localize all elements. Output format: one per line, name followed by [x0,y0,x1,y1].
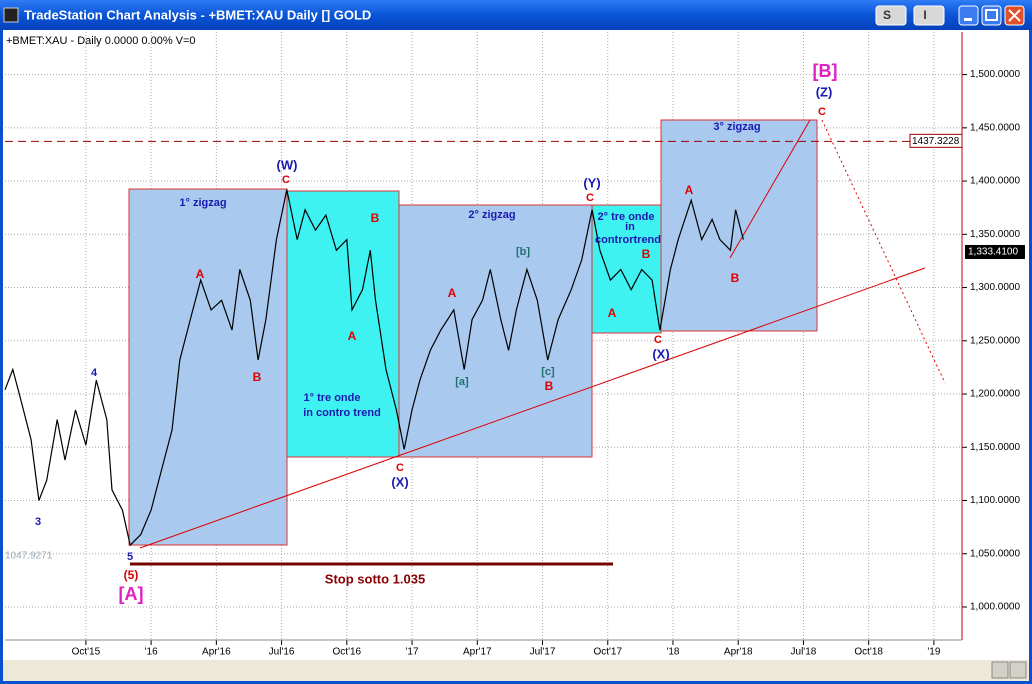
wave-label: C [282,174,290,186]
wave-label: 1° zigzag [179,197,226,209]
wave-label: B [371,211,380,225]
wave-label: [B] [813,61,838,81]
app-icon [3,7,19,23]
wave-label: B [642,247,651,261]
wave-label: B [545,379,554,393]
projection-line [821,119,946,384]
wave-label: C [818,106,826,118]
x-tick-label: Apr'17 [463,647,492,658]
minimize-button[interactable] [958,5,979,26]
wave-label: A [348,329,357,343]
x-tick-label: Jul'16 [269,647,295,658]
wave-label: B [253,370,262,384]
wave-label: B [731,271,740,285]
trend-line [729,119,811,259]
maximize-icon [985,9,998,21]
resistance-label: 1437.3228 [912,136,960,147]
y-tick-label: 1,450.0000 [970,122,1020,133]
x-tick-label: '18 [666,647,679,658]
wave-label: (X) [652,346,669,361]
y-tick-label: 1,300.0000 [970,282,1020,293]
resistance-label-box [909,133,963,148]
title-bar [0,0,1032,30]
wave-label: 3 [35,516,41,528]
wave-label: 3° zigzag [713,121,760,133]
y-tick-label: 1,050.0000 [970,548,1020,559]
wave-box [591,204,662,334]
trend-line [139,267,926,549]
wave-label: A [448,286,457,300]
scroll-button[interactable] [991,661,1009,679]
maximize-button[interactable] [981,5,1002,26]
wave-box [398,204,593,458]
wave-label: 1° tre onde [304,392,361,404]
wave-label: A [608,306,617,320]
y-tick-label: 1,400.0000 [970,176,1020,187]
x-tick-label: Oct'18 [854,647,883,658]
x-tick-label: '17 [406,647,419,658]
wave-label: (Y) [583,175,600,190]
scroll-button[interactable] [1009,661,1027,679]
x-tick-label: Apr'16 [202,647,231,658]
y-tick-label: 1,500.0000 [970,69,1020,80]
wave-label: [b] [516,246,530,258]
y-tick-label: 1,350.0000 [970,229,1020,240]
window-title: TradeStation Chart Analysis - +BMET:XAU … [24,7,371,22]
low-level-label: 1047.9271 [5,551,53,562]
wave-box [660,119,818,332]
wave-label: [a] [455,376,469,388]
price-line [4,189,744,547]
y-tick-label: 1,100.0000 [970,495,1020,506]
x-tick-label: Oct'15 [72,647,101,658]
wave-box [286,190,400,458]
y-tick-label: 1,200.0000 [970,389,1020,400]
wave-label: (5) [124,568,139,582]
close-icon [1008,9,1021,22]
wave-label: Stop sotto 1.035 [325,571,425,586]
last-price-label: 1,333.4100 [968,247,1018,258]
last-price-box [965,244,1025,259]
x-tick-label: '19 [927,647,940,658]
i-button[interactable] [913,5,945,26]
y-tick-label: 1,250.0000 [970,335,1020,346]
i-button-label[interactable]: I [923,8,926,22]
wave-label: C [396,462,404,474]
wave-label: [A] [119,584,144,604]
wave-label: in contro trend [303,407,381,419]
x-tick-label: Jul'18 [791,647,817,658]
x-tick-label: '16 [145,647,158,658]
wave-label: 2° tre onde [598,211,655,223]
x-tick-label: Oct'17 [593,647,622,658]
scrollbar[interactable] [3,660,1029,681]
s-button[interactable] [875,5,907,26]
wave-label: (Z) [816,84,833,99]
x-tick-label: Apr'18 [724,647,753,658]
wave-label: 4 [91,367,98,379]
wave-label: 5 [127,551,133,563]
s-button-label[interactable]: S [883,8,891,22]
wave-label: C [654,334,662,346]
wave-label: in [625,221,635,233]
wave-label: [c] [541,366,555,378]
wave-label: contrortrend [595,234,661,246]
wave-label: A [685,183,694,197]
y-tick-label: 1,000.0000 [970,602,1020,613]
x-tick-label: Jul'17 [530,647,556,658]
wave-label: (W) [277,157,298,172]
chart-header: +BMET:XAU - Daily 0.0000 0.00% V=0 [6,35,196,47]
y-tick-label: 1,150.0000 [970,442,1020,453]
wave-box [128,188,288,546]
wave-label: C [586,192,594,204]
wave-label: A [196,267,205,281]
wave-label: (X) [391,474,408,489]
minimize-icon [964,18,972,21]
wave-label: 2° zigzag [468,209,515,221]
x-tick-label: Oct'16 [333,647,362,658]
